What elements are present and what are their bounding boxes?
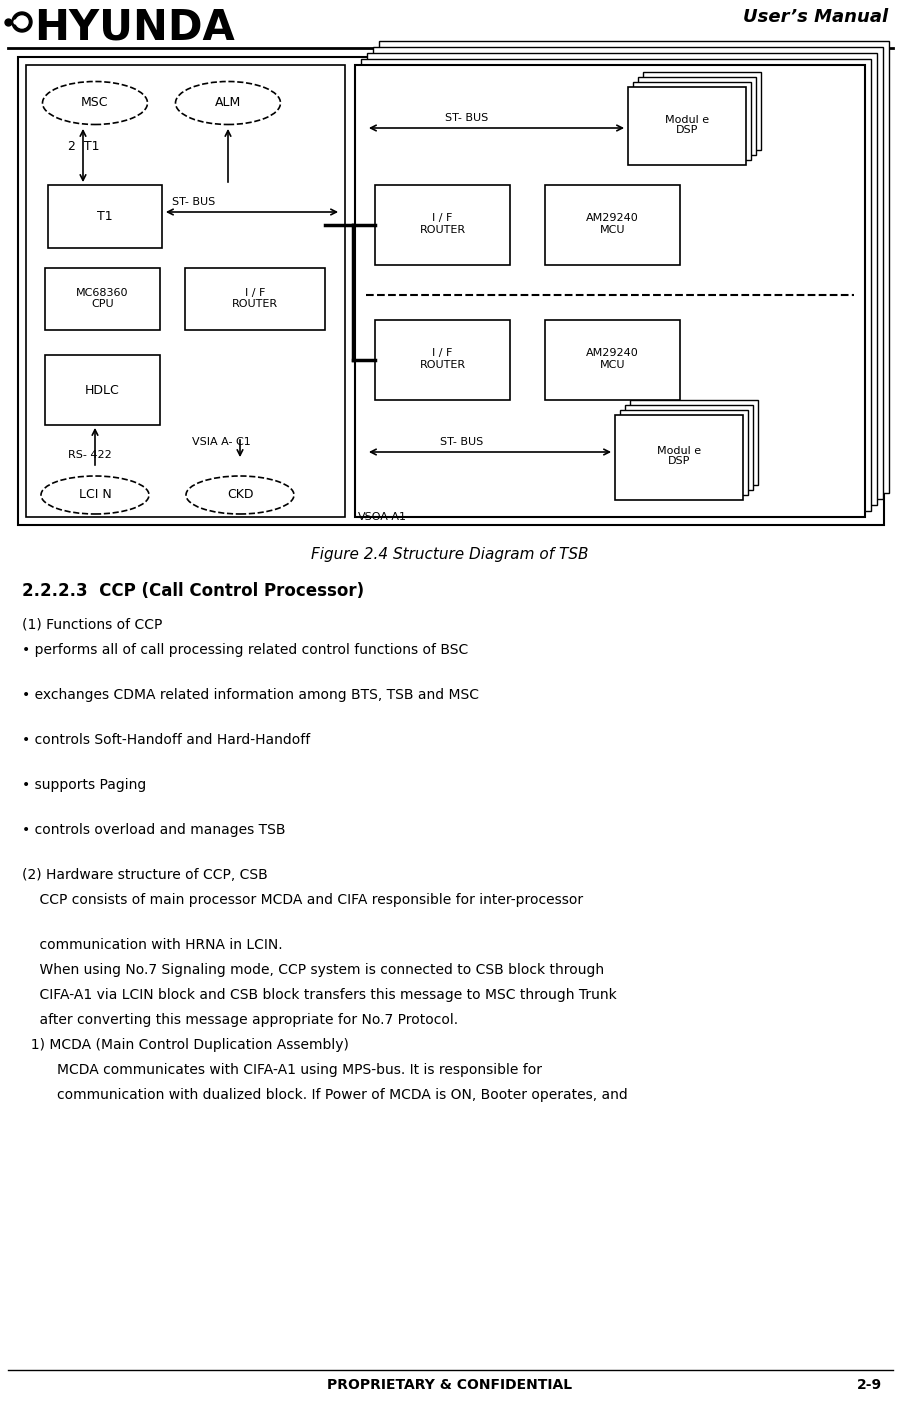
Ellipse shape — [42, 81, 148, 125]
Text: ST- BUS: ST- BUS — [445, 114, 488, 123]
Bar — [185, 268, 325, 329]
Text: MCU: MCU — [600, 360, 625, 370]
Bar — [355, 64, 865, 517]
Text: ALM: ALM — [214, 97, 241, 109]
Bar — [628, 87, 746, 165]
Text: 1) MCDA (Main Control Duplication Assembly): 1) MCDA (Main Control Duplication Assemb… — [22, 1037, 349, 1052]
Bar — [375, 320, 510, 400]
Text: ST- BUS: ST- BUS — [172, 198, 215, 207]
Bar — [373, 48, 883, 499]
Text: DSP: DSP — [676, 125, 698, 135]
Ellipse shape — [41, 477, 149, 515]
Bar — [615, 415, 743, 501]
Text: Modul e: Modul e — [665, 115, 709, 125]
Ellipse shape — [176, 81, 280, 125]
Text: (2) Hardware structure of CCP, CSB: (2) Hardware structure of CCP, CSB — [22, 868, 268, 882]
Bar — [361, 59, 871, 510]
Text: ST- BUS: ST- BUS — [440, 437, 483, 447]
Text: after converting this message appropriate for No.7 Protocol.: after converting this message appropriat… — [22, 1014, 458, 1028]
Bar — [633, 81, 751, 160]
Text: • performs all of call processing related control functions of BSC: • performs all of call processing relate… — [22, 644, 469, 658]
Text: AM29240: AM29240 — [587, 213, 639, 223]
Circle shape — [12, 13, 32, 32]
Text: Figure 2.4 Structure Diagram of TSB: Figure 2.4 Structure Diagram of TSB — [311, 547, 588, 562]
Bar — [620, 409, 748, 495]
Text: AM29240: AM29240 — [587, 348, 639, 358]
Text: CCP consists of main processor MCDA and CIFA responsible for inter-processor: CCP consists of main processor MCDA and … — [22, 893, 583, 907]
Text: 2-9: 2-9 — [857, 1378, 882, 1392]
Bar — [638, 77, 756, 156]
Text: CIFA-A1 via LCIN block and CSB block transfers this message to MSC through Trunk: CIFA-A1 via LCIN block and CSB block tra… — [22, 988, 617, 1002]
Circle shape — [12, 18, 20, 27]
Text: communication with HRNA in LCIN.: communication with HRNA in LCIN. — [22, 938, 283, 952]
Text: T1: T1 — [97, 210, 113, 223]
Text: ROUTER: ROUTER — [420, 224, 466, 236]
Text: 2  T1: 2 T1 — [68, 140, 99, 153]
Text: (1) Functions of CCP: (1) Functions of CCP — [22, 618, 162, 632]
Bar — [18, 57, 884, 524]
Text: MSC: MSC — [81, 97, 109, 109]
Bar — [625, 405, 753, 491]
Text: DSP: DSP — [668, 457, 690, 467]
Bar — [375, 185, 510, 265]
Text: VSOA-A1: VSOA-A1 — [358, 512, 407, 522]
Text: HDLC: HDLC — [85, 384, 120, 397]
Text: I / F: I / F — [432, 348, 452, 358]
Bar — [379, 41, 889, 494]
Text: User’s Manual: User’s Manual — [743, 8, 888, 27]
Text: • exchanges CDMA related information among BTS, TSB and MSC: • exchanges CDMA related information amo… — [22, 688, 479, 702]
Text: MC68360: MC68360 — [77, 287, 129, 299]
Ellipse shape — [186, 477, 294, 515]
Bar — [630, 400, 758, 485]
Text: RS- 422: RS- 422 — [68, 450, 112, 460]
Circle shape — [14, 20, 18, 24]
Text: MCU: MCU — [600, 224, 625, 236]
Text: • controls overload and manages TSB: • controls overload and manages TSB — [22, 823, 286, 837]
Text: Modul e: Modul e — [657, 446, 701, 456]
Circle shape — [16, 15, 28, 28]
Text: ROUTER: ROUTER — [420, 360, 466, 370]
Text: LCI N: LCI N — [78, 488, 112, 502]
Text: PROPRIETARY & CONFIDENTIAL: PROPRIETARY & CONFIDENTIAL — [327, 1378, 572, 1392]
Bar — [48, 185, 162, 248]
Text: 2.2.2.3  CCP (Call Control Processor): 2.2.2.3 CCP (Call Control Processor) — [22, 582, 364, 600]
Bar — [545, 185, 680, 265]
Bar — [26, 64, 345, 517]
Bar — [45, 268, 160, 329]
Text: HYUNDA: HYUNDA — [34, 6, 235, 48]
Text: • supports Paging: • supports Paging — [22, 778, 146, 792]
Text: CPU: CPU — [91, 299, 114, 308]
Text: When using No.7 Signaling mode, CCP system is connected to CSB block through: When using No.7 Signaling mode, CCP syst… — [22, 963, 605, 977]
Bar — [545, 320, 680, 400]
Text: CKD: CKD — [227, 488, 253, 502]
Text: MCDA communicates with CIFA-A1 using MPS-bus. It is responsible for: MCDA communicates with CIFA-A1 using MPS… — [22, 1063, 542, 1077]
Text: VSIA A- C1: VSIA A- C1 — [192, 437, 250, 447]
Bar — [367, 53, 877, 505]
Text: I / F: I / F — [432, 213, 452, 223]
Bar — [643, 72, 761, 150]
Text: ROUTER: ROUTER — [232, 299, 278, 308]
Text: • controls Soft-Handoff and Hard-Handoff: • controls Soft-Handoff and Hard-Handoff — [22, 733, 310, 747]
Text: communication with dualized block. If Power of MCDA is ON, Booter operates, and: communication with dualized block. If Po… — [22, 1088, 628, 1102]
Bar — [45, 355, 160, 425]
Text: I / F: I / F — [245, 287, 265, 299]
